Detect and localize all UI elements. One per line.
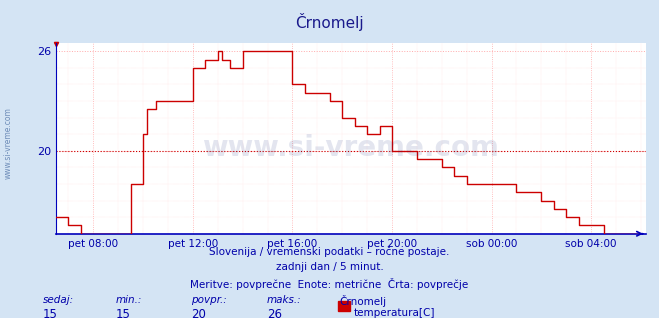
Text: Meritve: povprečne  Enote: metrične  Črta: povprečje: Meritve: povprečne Enote: metrične Črta:… — [190, 278, 469, 290]
Text: 20: 20 — [191, 308, 206, 318]
Text: zadnji dan / 5 minut.: zadnji dan / 5 minut. — [275, 262, 384, 272]
Text: www.si-vreme.com: www.si-vreme.com — [202, 134, 500, 162]
Text: Črnomelj: Črnomelj — [295, 13, 364, 31]
Text: maks.:: maks.: — [267, 295, 302, 305]
Text: Črnomelj: Črnomelj — [339, 295, 387, 307]
Text: temperatura[C]: temperatura[C] — [354, 308, 436, 318]
Text: min.:: min.: — [115, 295, 142, 305]
Text: sedaj:: sedaj: — [43, 295, 74, 305]
Text: povpr.:: povpr.: — [191, 295, 227, 305]
Text: Slovenija / vremenski podatki – ročne postaje.: Slovenija / vremenski podatki – ročne po… — [210, 246, 449, 257]
Text: 15: 15 — [43, 308, 58, 318]
Text: 15: 15 — [115, 308, 130, 318]
Text: 26: 26 — [267, 308, 282, 318]
Text: www.si-vreme.com: www.si-vreme.com — [3, 107, 13, 179]
